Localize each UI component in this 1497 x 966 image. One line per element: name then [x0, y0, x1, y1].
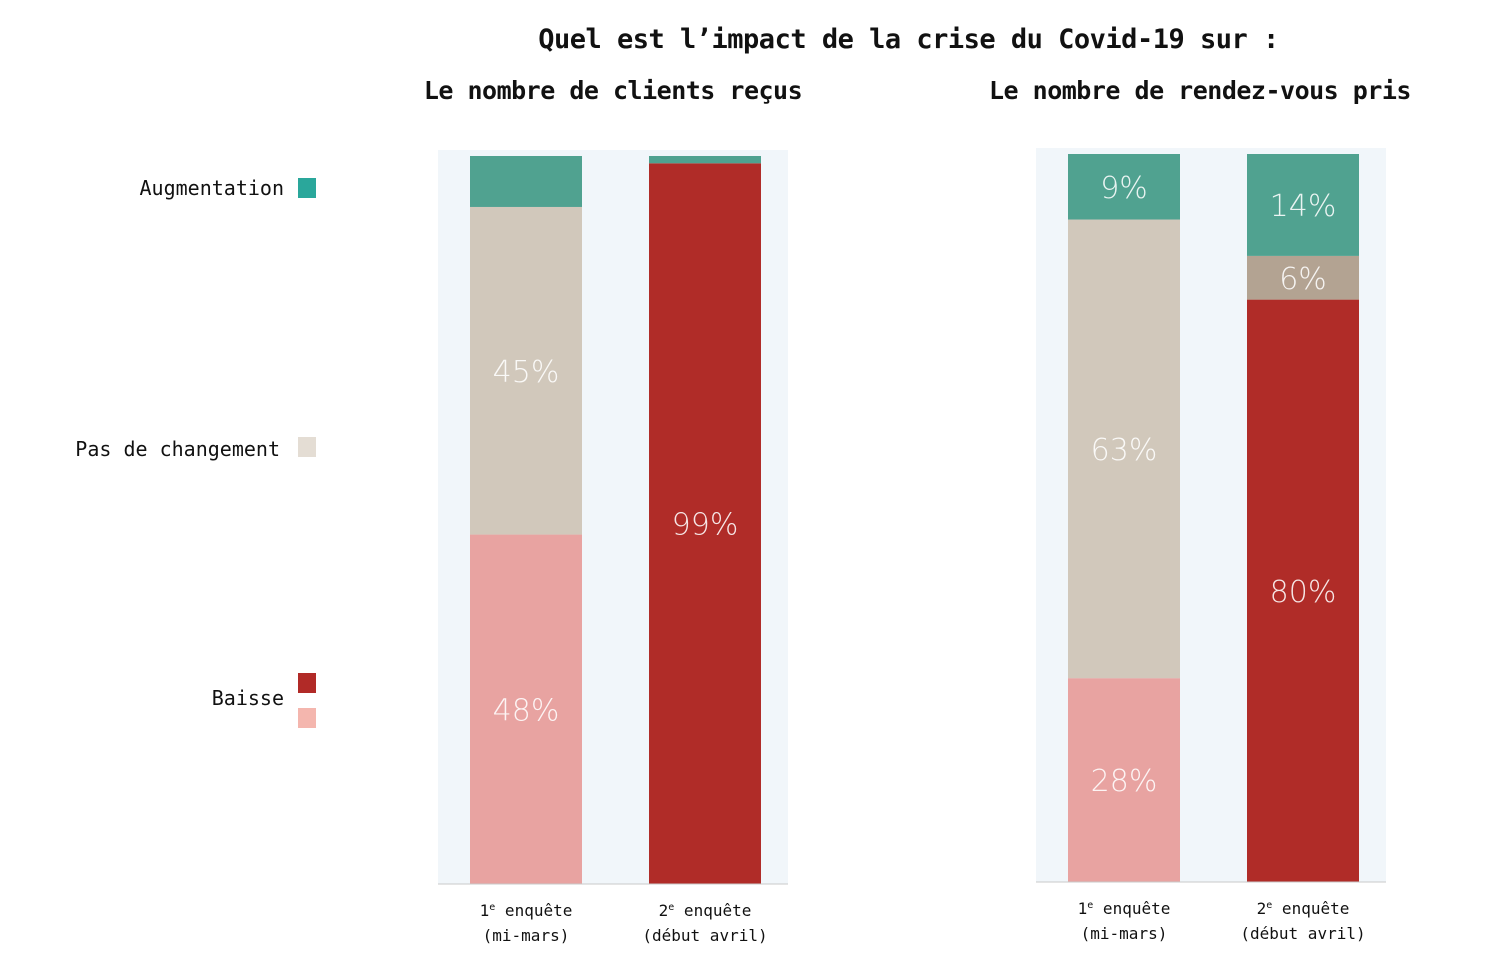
bar-segment-augmentation-1: [1068, 154, 1180, 220]
legend-label-pas-de-changement: Pas de changement: [75, 437, 280, 461]
data-label: 45%: [493, 355, 560, 390]
legend-swatch-pas-de-changement: [298, 437, 316, 457]
legend-label-baisse: Baisse: [211, 686, 284, 710]
x-tick-label: 2e enquête: [1257, 899, 1350, 918]
x-tick-label: 1e enquête: [1078, 899, 1171, 918]
chart-panel-rendez-vous: 28% 63% 9% 1e enquête (mi-mars) 80% 6% 14% 2e en…: [1036, 148, 1386, 943]
panel-2-title: Le nombre de rendez-vous pris: [989, 76, 1412, 105]
bar-segment-pas-de-changement-2: [1247, 255, 1359, 300]
chart-main-title: Quel est l’impact de la crise du Covid-1…: [538, 24, 1279, 55]
x-tick-label: (mi-mars): [1081, 924, 1168, 943]
x-tick-label: 1e enquête: [480, 901, 573, 920]
data-label: 28%: [1091, 764, 1158, 799]
data-label: 48%: [493, 693, 560, 728]
x-tick-label: (début avril): [1240, 924, 1365, 943]
bar-segment-augmentation-2: [1247, 154, 1359, 256]
legend-label-augmentation: Augmentation: [139, 176, 285, 200]
legend-swatch-baisse-2: [298, 673, 316, 693]
bar-segment-baisse-1: [470, 534, 582, 884]
data-label: 63%: [1091, 433, 1158, 468]
data-label: 6%: [1279, 262, 1327, 297]
bar-segment-baisse-2: [1247, 299, 1359, 883]
x-tick-label: (mi-mars): [483, 926, 570, 945]
x-tick-label: 2e enquête: [659, 901, 752, 920]
bar-segment-pas-de-changement-1: [1068, 219, 1180, 679]
legend-swatch-baisse-1: [298, 708, 316, 728]
bar-segment-augmentation-2: [649, 156, 761, 164]
data-label: 80%: [1270, 575, 1337, 610]
panel-1-title: Le nombre de clients reçus: [423, 76, 803, 105]
bar-segment-pas-de-changement-1: [470, 206, 582, 535]
bar-segment-baisse-1: [1068, 678, 1180, 882]
chart-panel-clients: 48% 45% 1e enquête (mi-mars) 99% 2e enquête (d…: [438, 150, 788, 945]
bar-segment-augmentation-1: [470, 156, 582, 207]
bar-segment-baisse-2: [649, 163, 761, 884]
x-tick-label: (début avril): [642, 926, 767, 945]
legend-swatch-augmentation: [298, 178, 316, 198]
data-label: 14%: [1270, 189, 1337, 224]
data-label: 99%: [672, 508, 739, 543]
data-label: 9%: [1100, 171, 1148, 206]
